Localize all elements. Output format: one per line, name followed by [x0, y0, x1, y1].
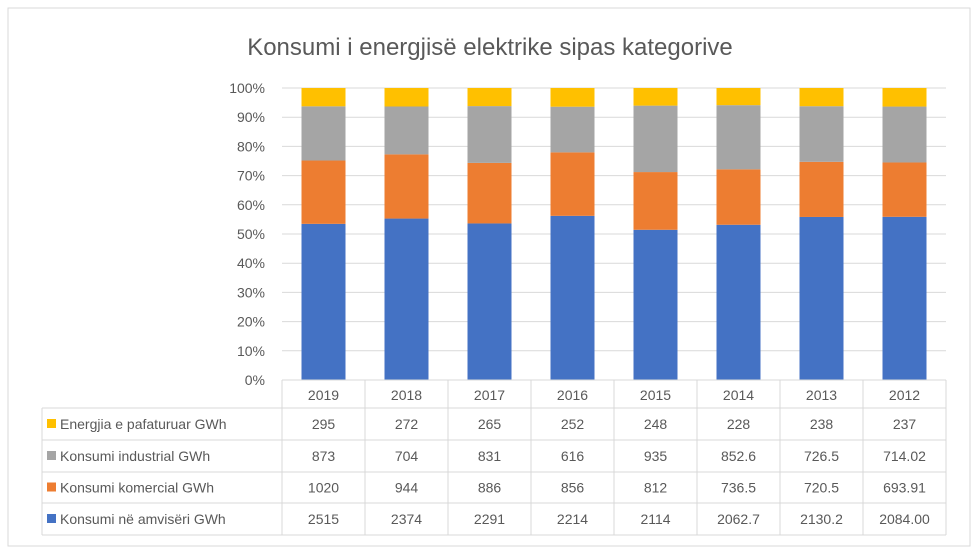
data-label: 812 [644, 480, 668, 496]
y-tick-label: 60% [237, 197, 265, 213]
data-label: 2084.00 [879, 511, 930, 527]
data-label: 726.5 [804, 448, 839, 464]
data-label: 886 [478, 480, 502, 496]
bar-segment [467, 162, 512, 224]
y-tick-label: 90% [237, 109, 265, 125]
data-label: 248 [644, 416, 668, 432]
legend-key [47, 419, 56, 428]
data-label: 944 [395, 480, 419, 496]
data-label: 856 [561, 480, 585, 496]
data-label: 265 [478, 416, 502, 432]
data-label: 2130.2 [800, 511, 843, 527]
bar-segment [550, 215, 595, 380]
data-label: 736.5 [721, 480, 756, 496]
data-label: 295 [312, 416, 336, 432]
bar-segment [882, 106, 927, 163]
x-tick-label: 2015 [640, 387, 671, 403]
bar-segment [716, 105, 761, 170]
y-tick-label: 70% [237, 168, 265, 184]
x-tick-label: 2014 [723, 387, 754, 403]
data-label: 1020 [308, 480, 339, 496]
bar-segment [799, 161, 844, 217]
data-label: 2214 [557, 511, 588, 527]
chart-title: Konsumi i energjisë elektrike sipas kate… [247, 34, 733, 61]
x-tick-label: 2019 [308, 387, 339, 403]
legend-label: Konsumi industrial GWh [60, 448, 210, 464]
data-label: 693.91 [883, 480, 926, 496]
bar-segment [799, 216, 844, 380]
bar-segment [550, 88, 595, 107]
bar-segment [384, 88, 429, 107]
data-label: 2374 [391, 511, 422, 527]
legend-key [47, 514, 56, 523]
data-label: 2291 [474, 511, 505, 527]
bar-segment [716, 88, 761, 106]
data-label: 935 [644, 448, 668, 464]
bar-segment [799, 88, 844, 107]
x-tick-label: 2016 [557, 387, 588, 403]
data-label: 873 [312, 448, 336, 464]
data-label: 2062.7 [717, 511, 760, 527]
bar-segment [633, 88, 678, 106]
x-tick-label: 2013 [806, 387, 837, 403]
data-label: 720.5 [804, 480, 839, 496]
y-tick-label: 100% [229, 80, 265, 96]
bar-segment [301, 88, 346, 107]
bar-segment [633, 172, 678, 230]
bar-segment [799, 106, 844, 162]
bar-segment [301, 223, 346, 380]
x-tick-label: 2018 [391, 387, 422, 403]
y-tick-label: 20% [237, 314, 265, 330]
bar-segment [633, 229, 678, 380]
bar-segment [716, 169, 761, 225]
bar-segment [301, 160, 346, 224]
data-label: 238 [810, 416, 834, 432]
bar-segment [467, 88, 512, 107]
data-label: 704 [395, 448, 419, 464]
y-tick-label: 0% [245, 372, 265, 388]
data-label: 252 [561, 416, 585, 432]
data-label: 2114 [640, 511, 670, 527]
bar-segment [467, 106, 512, 163]
y-tick-label: 80% [237, 138, 265, 154]
data-label: 852.6 [721, 448, 756, 464]
legend-key [47, 451, 56, 460]
y-tick-label: 10% [237, 343, 265, 359]
y-tick-label: 30% [237, 284, 265, 300]
bar-segment [550, 106, 595, 153]
data-label: 616 [561, 448, 585, 464]
data-label: 272 [395, 416, 419, 432]
bar-segment [882, 88, 927, 107]
bar-segment [384, 106, 429, 155]
data-label: 2515 [308, 511, 339, 527]
bar-segment [882, 216, 927, 380]
bar-segment [301, 106, 346, 161]
bar-segment [550, 152, 595, 216]
data-label: 714.02 [883, 448, 926, 464]
bar-segment [384, 218, 429, 380]
y-tick-label: 40% [237, 255, 265, 271]
legend-label: Energjia e pafaturuar GWh [60, 416, 227, 432]
data-label: 831 [478, 448, 502, 464]
x-tick-label: 2012 [889, 387, 920, 403]
legend-label: Konsumi në amvisëri GWh [60, 511, 226, 527]
bar-segment [467, 223, 512, 380]
bar-segment [384, 154, 429, 219]
x-tick-label: 2017 [474, 387, 505, 403]
bar-segment [716, 224, 761, 380]
legend-label: Konsumi komercial GWh [60, 480, 214, 496]
y-tick-label: 50% [237, 226, 265, 242]
bar-segment [633, 105, 678, 173]
bar-segment [882, 162, 927, 217]
data-label: 237 [893, 416, 917, 432]
legend-key [47, 482, 56, 492]
data-label: 228 [727, 416, 751, 432]
